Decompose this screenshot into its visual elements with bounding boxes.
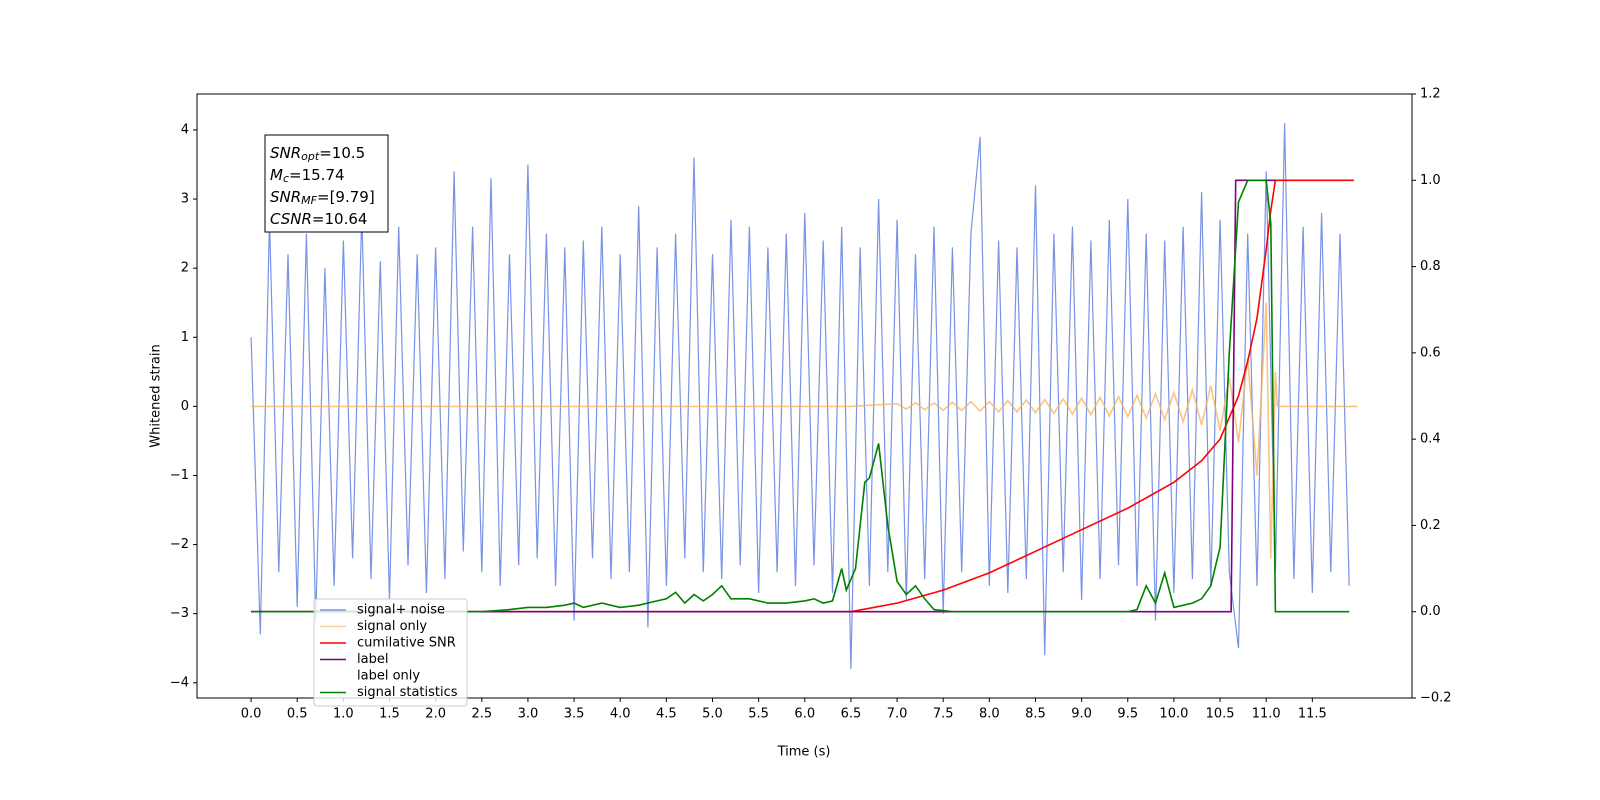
annotation-subscript: MF xyxy=(301,194,317,207)
x-tick-label: 0.5 xyxy=(287,707,308,722)
annotation-subscript: c xyxy=(283,172,289,185)
annotation-text: =10.64 xyxy=(312,210,368,228)
x-axis-label: Time (s) xyxy=(777,745,831,760)
y-tick-label: −4 xyxy=(170,675,189,690)
annotation-box: SNRopt=10.5Mc=15.74SNRMF=[9.79]CSNR=10.6… xyxy=(264,134,389,233)
x-tick-label: 5.5 xyxy=(748,707,769,722)
y-tick-label: −3 xyxy=(170,606,189,621)
x-tick-label: 3.5 xyxy=(564,707,585,722)
annotation-subscript: opt xyxy=(301,150,320,163)
legend-label: cumilative SNR xyxy=(357,636,456,651)
y-tick-label: 3 xyxy=(181,192,189,207)
x-tick-label: 4.5 xyxy=(656,707,677,722)
x-tick-label: 11.0 xyxy=(1252,707,1281,722)
annotation-text: =[9.79] xyxy=(317,188,375,206)
annotation-symbol: SNR xyxy=(270,144,301,162)
series-line xyxy=(250,122,1350,670)
y2-tick-label: 1.0 xyxy=(1420,173,1441,188)
x-tick-label: 5.0 xyxy=(702,707,723,722)
annotation: Mc=15.74 xyxy=(270,166,345,186)
x-tick-label: 2.5 xyxy=(471,707,492,722)
legend-label: signal statistics xyxy=(357,685,458,700)
y2-tick-label: 0.4 xyxy=(1420,432,1441,447)
annotation: CSNR=10.64 xyxy=(270,210,367,228)
legend-label: signal only xyxy=(357,619,427,634)
x-tick-label: 0.0 xyxy=(241,707,262,722)
x-tick-label: 8.0 xyxy=(979,707,1000,722)
y2-tick-label: −0.2 xyxy=(1420,691,1452,706)
y-tick-label: 2 xyxy=(181,261,189,276)
annotation: SNRMF=[9.79] xyxy=(270,188,375,208)
x-tick-label: 6.0 xyxy=(794,707,815,722)
legend-label: label only xyxy=(357,669,420,684)
series-line xyxy=(251,179,1350,613)
x-tick-label: 1.0 xyxy=(333,707,354,722)
y2-tick-label: 0.0 xyxy=(1420,604,1441,619)
legend-label: label xyxy=(357,652,388,667)
y-tick-label: 1 xyxy=(181,330,189,345)
x-tick-label: 4.0 xyxy=(610,707,631,722)
annotation-text: =10.5 xyxy=(319,144,365,162)
x-tick-label: 1.5 xyxy=(379,707,400,722)
x-tick-label: 10.5 xyxy=(1206,707,1235,722)
annotation: SNRopt=10.5 xyxy=(270,144,365,164)
annotation-symbol: SNR xyxy=(270,188,301,206)
y2-tick-label: 0.8 xyxy=(1420,259,1441,274)
x-tick-label: 11.5 xyxy=(1298,707,1327,722)
x-tick-label: 2.0 xyxy=(425,707,446,722)
y2-tick-label: 0.2 xyxy=(1420,518,1441,533)
annotation-symbol: CSNR xyxy=(270,210,312,228)
x-tick-label: 6.5 xyxy=(841,707,862,722)
y-axis-label: Whitened strain xyxy=(149,344,164,447)
y2-tick-label: 0.6 xyxy=(1420,345,1441,360)
x-tick-label: 9.5 xyxy=(1117,707,1138,722)
x-tick-label: 7.5 xyxy=(933,707,954,722)
annotation-frame xyxy=(264,134,389,233)
x-tick-label: 8.5 xyxy=(1025,707,1046,722)
y-tick-label: −2 xyxy=(170,537,189,552)
legend-label: signal+ noise xyxy=(357,603,445,618)
annotation-symbol: M xyxy=(270,166,283,184)
legend-frame xyxy=(313,598,468,707)
y-tick-label: 0 xyxy=(181,399,189,414)
y-tick-label: −1 xyxy=(170,468,189,483)
annotation-text: =15.74 xyxy=(289,166,345,184)
x-tick-label: 7.0 xyxy=(887,707,908,722)
series-line xyxy=(251,302,1358,559)
y-tick-label: 4 xyxy=(181,122,189,137)
y2-tick-label: 1.2 xyxy=(1420,87,1441,102)
series-line xyxy=(251,179,1354,613)
x-tick-label: 9.0 xyxy=(1071,707,1092,722)
x-tick-label: 10.0 xyxy=(1159,707,1188,722)
x-tick-label: 3.0 xyxy=(518,707,539,722)
